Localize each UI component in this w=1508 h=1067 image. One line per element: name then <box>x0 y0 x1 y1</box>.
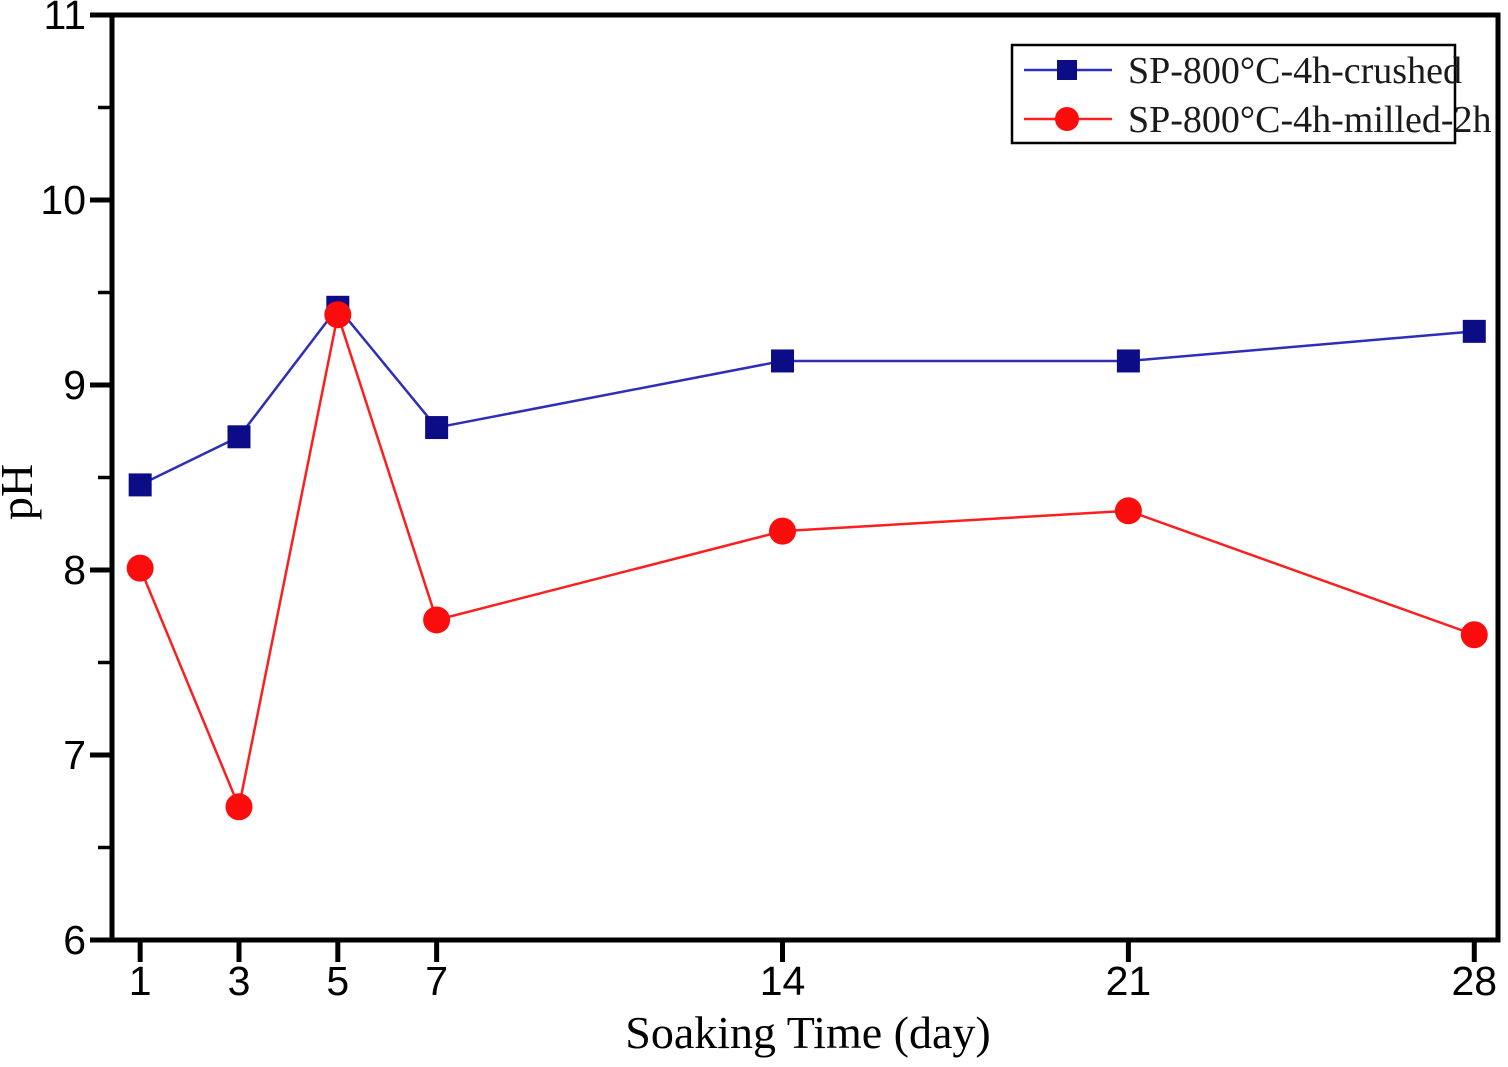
data-point-circle <box>423 606 451 634</box>
legend-box <box>1010 43 1457 145</box>
legend-marker-square <box>1057 60 1077 80</box>
legend-marker-circle <box>1055 107 1079 131</box>
x-tick-label: 3 <box>228 958 251 1004</box>
plot-frame <box>109 12 1501 943</box>
x-axis-title: Soaking Time (day) <box>625 1007 990 1058</box>
data-point-circle <box>225 793 253 821</box>
data-point-square <box>1462 319 1486 343</box>
series-line-crushed <box>139 305 1475 487</box>
y-tick-label: 9 <box>63 362 86 408</box>
data-point-circle <box>1114 497 1142 525</box>
data-point-circle <box>769 517 797 545</box>
data-point-square <box>128 473 152 497</box>
legend-label: SP-800°C-4h-milled-2h <box>1128 99 1492 141</box>
legend-layer: SP-800°C-4h-crushed SP-800°C-4h-milled-2h <box>1010 43 1492 145</box>
data-point-square <box>227 425 251 449</box>
x-tick-label: 5 <box>326 958 349 1004</box>
x-tick-label: 21 <box>1106 958 1152 1004</box>
x-tick-label: 28 <box>1451 958 1497 1004</box>
data-point-square <box>771 349 795 373</box>
data-point-circle <box>126 554 154 582</box>
y-tick-label: 11 <box>43 0 86 38</box>
y-tick-label: 8 <box>63 547 86 593</box>
data-point-square <box>425 416 449 440</box>
y-tick-label: 6 <box>63 917 86 963</box>
y-tick-label: 7 <box>63 732 86 778</box>
data-point-circle <box>1460 621 1488 649</box>
x-tick-label: 14 <box>760 958 806 1004</box>
series-layer <box>126 295 1488 821</box>
data-point-circle <box>324 301 352 329</box>
y-axis-title: pH <box>0 464 42 520</box>
legend-label: SP-800°C-4h-crushed <box>1128 50 1462 92</box>
x-tick-label: 1 <box>129 958 152 1004</box>
x-tick-label: 7 <box>425 958 448 1004</box>
data-point-square <box>1116 349 1140 373</box>
series-line-milled <box>139 309 1475 812</box>
y-tick-label: 10 <box>40 177 86 223</box>
